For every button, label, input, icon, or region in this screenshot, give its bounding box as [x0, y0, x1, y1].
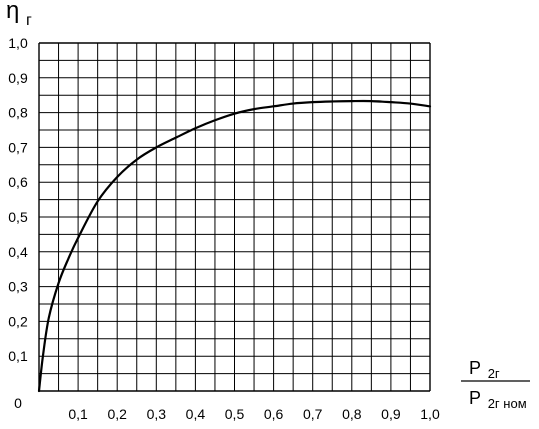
x-label-den-sub: 2г ном [488, 396, 527, 411]
x-label-den-main: P [469, 388, 481, 408]
x-tick-label: 0,5 [225, 406, 245, 422]
y-axis-label-main: η [6, 0, 19, 24]
y-tick-label: 0,6 [8, 174, 28, 190]
tick-labels: 0,1 0,2 0,3 0,4 0,5 0,6 0,7 0,8 0,9 1,0 0,1 0,2 0,3 0… [8, 35, 440, 422]
y-tick-label: 0,3 [8, 279, 28, 295]
x-tick-label: 0,1 [68, 406, 88, 422]
y-tick-label: 0,7 [8, 139, 28, 155]
x-axis-label-denominator: P 2г ном [469, 388, 527, 411]
y-tick-label: 0,8 [8, 105, 28, 121]
series-line [37, 99, 432, 393]
y-axis-label-sub: г [26, 12, 32, 29]
x-label-num-sub: 2г [488, 366, 500, 381]
x-tick-label: 1,0 [420, 406, 440, 422]
x-axis-label-numerator: P 2г [469, 358, 500, 381]
y-tick-label: 1,0 [8, 35, 28, 51]
x-tick-label: 0,2 [107, 406, 127, 422]
y-tick-label: 0,1 [8, 348, 28, 364]
y-tick-label: 0,9 [8, 70, 28, 86]
x-axis-label: P 2г P 2г ном [461, 358, 530, 411]
x-label-num-main: P [469, 358, 481, 378]
y-tick-label: 0,4 [8, 244, 28, 260]
x-tick-label: 0,6 [264, 406, 284, 422]
grid [38, 42, 431, 392]
x-tick-label: 0,8 [342, 406, 362, 422]
x-tick-label: 0,4 [186, 406, 206, 422]
x-tick-label: 0,3 [147, 406, 167, 422]
y-tick-label: 0,5 [8, 209, 28, 225]
y-tick-label: 0,2 [8, 313, 28, 329]
y-axis-label: η г [6, 0, 32, 29]
x-tick-label: 0,9 [381, 406, 401, 422]
origin-label: 0 [14, 395, 22, 411]
x-tick-label: 0,7 [303, 406, 323, 422]
